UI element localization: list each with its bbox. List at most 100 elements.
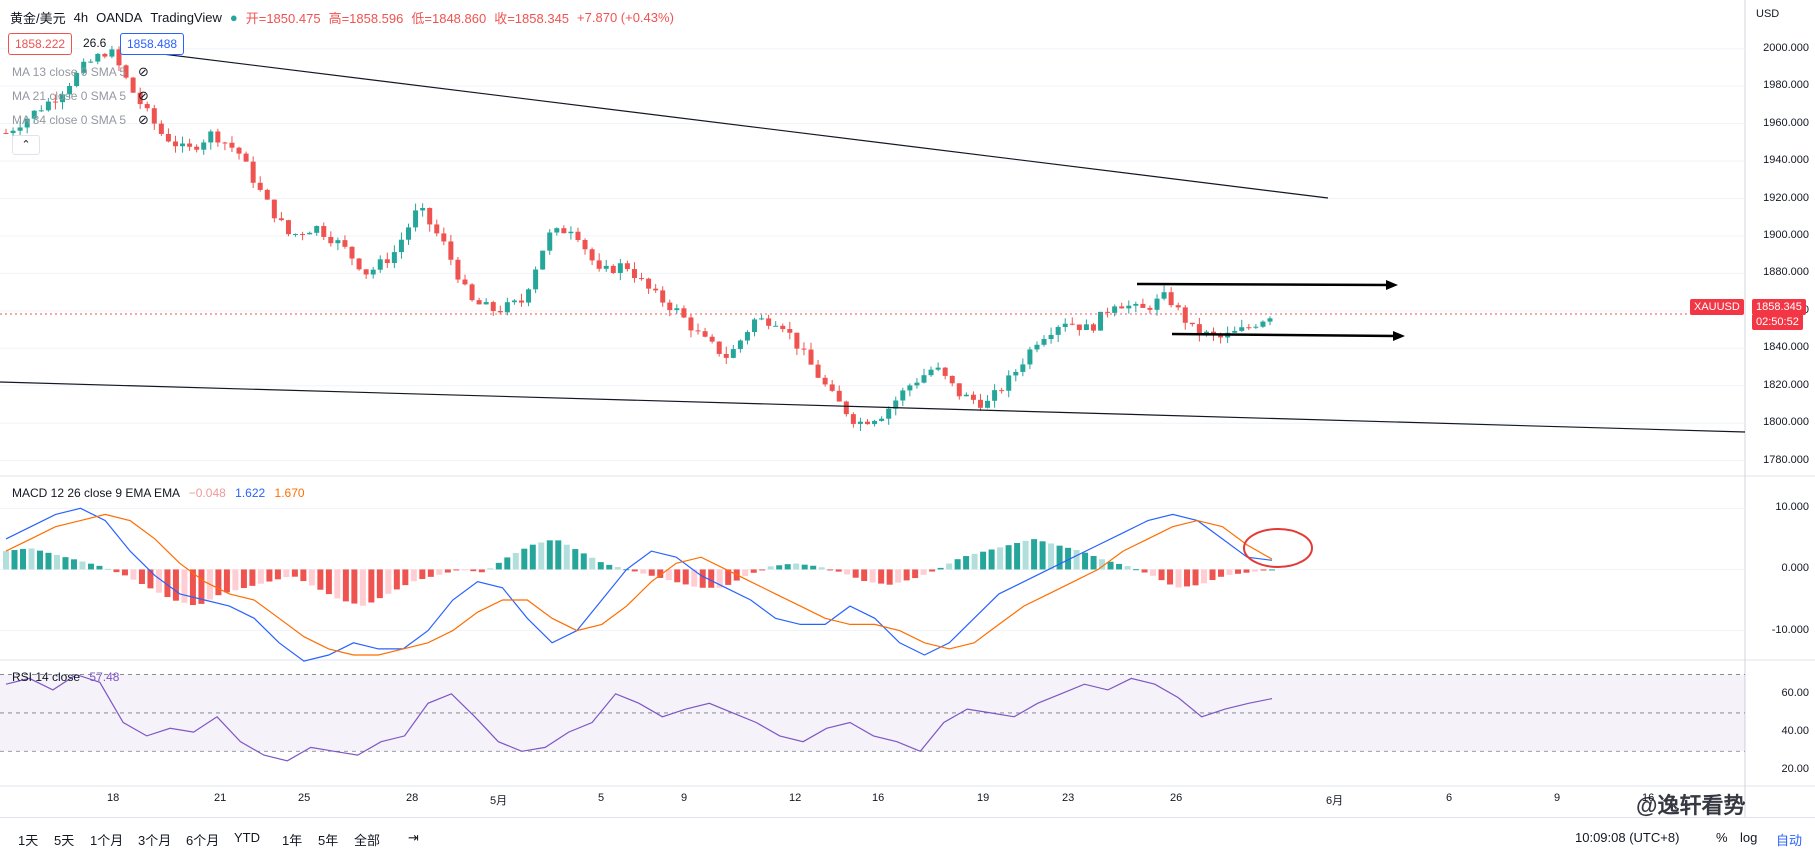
buy-price-button[interactable]: 1858.488	[120, 33, 185, 55]
log-toggle[interactable]: log	[1740, 830, 1758, 845]
candle-body	[787, 329, 793, 333]
candle-body	[893, 400, 899, 409]
candle-body	[610, 265, 616, 273]
macd-histogram-bar	[172, 569, 179, 601]
timeframe-button[interactable]: 3个月	[138, 833, 172, 848]
macd-histogram-bar	[784, 564, 791, 570]
hide-ma34-icon[interactable]: ⊘	[138, 112, 149, 127]
bottom-toolbar: 1天 5天 1个月 3个月 6个月 YTD 1年 5年 全部 ⇥ 10:09:08 (UTC+8…	[0, 817, 1815, 858]
candle-body	[582, 239, 588, 250]
candle-body	[208, 131, 214, 143]
timeframe-button[interactable]: 5天	[54, 833, 75, 848]
candle-body	[81, 61, 87, 73]
timeframe-button[interactable]: 1天	[18, 833, 39, 848]
macd-histogram-bar	[665, 569, 672, 581]
macd-histogram-bar	[385, 569, 392, 594]
symbol-name[interactable]: 黄金/美元	[10, 11, 66, 26]
macd-line	[5, 507, 1273, 662]
macd-legend[interactable]: MACD 12 26 close 9 EMA EMA −0.048 1.622 …	[12, 486, 305, 500]
macd-histogram-bar	[818, 567, 825, 570]
time-axis-label: 16	[872, 792, 885, 804]
macd-histogram-bar	[53, 554, 60, 570]
candle-body	[575, 231, 581, 240]
macd-histogram-bar	[1073, 550, 1080, 570]
timeframe-button[interactable]: 全部	[354, 833, 381, 848]
price-axis-label: 1940.000	[1763, 154, 1809, 167]
percent-toggle[interactable]: %	[1716, 830, 1728, 845]
candle-body	[864, 421, 870, 425]
macd-histogram-bar	[827, 569, 834, 571]
timeframe-button[interactable]: 5年	[318, 833, 339, 848]
macd-histogram-bar	[708, 569, 715, 588]
ma34-label[interactable]: MA 34 close 0 SMA 5	[12, 113, 127, 127]
interval[interactable]: 4h	[73, 10, 89, 25]
candle-body	[406, 227, 412, 240]
candle-body	[935, 367, 941, 370]
watermark: @逸轩看势	[1636, 793, 1746, 818]
macd-histogram-bar	[682, 569, 689, 585]
timeframe-button[interactable]: 1个月	[90, 833, 124, 848]
candle-body	[180, 143, 186, 147]
candle-body	[977, 399, 983, 408]
macd-histogram-bar	[674, 569, 681, 583]
candle-body	[314, 226, 320, 233]
timeframe-button[interactable]: 1年	[282, 833, 303, 848]
candle-body	[568, 231, 574, 234]
hide-ma13-icon[interactable]: ⊘	[138, 64, 149, 79]
resistance-arrow-line	[1136, 282, 1391, 287]
candle-body	[808, 349, 814, 365]
candle-body	[850, 414, 856, 424]
candle-body	[667, 302, 673, 311]
currency-label[interactable]: USD	[1756, 8, 1780, 20]
macd-histogram-bar	[1209, 569, 1216, 581]
candle-body	[497, 311, 503, 313]
macd-histogram-bar	[215, 569, 222, 596]
candle-body	[95, 53, 101, 62]
candle-body	[278, 218, 284, 221]
macd-histogram-bar	[419, 569, 426, 580]
candle-body	[822, 377, 828, 385]
date-range-icon[interactable]: ⇥	[408, 830, 419, 845]
candle-body	[52, 101, 58, 103]
rsi-legend[interactable]: RSI 14 close 57.48	[12, 670, 119, 684]
candle-body	[554, 228, 560, 233]
macd-histogram-bar	[3, 551, 9, 570]
clock-display[interactable]: 10:09:08 (UTC+8)	[1575, 830, 1680, 845]
auto-toggle[interactable]: 自动	[1776, 833, 1803, 848]
candle-body	[653, 288, 659, 291]
candle-body	[1062, 323, 1068, 328]
candle-body	[1182, 307, 1188, 323]
time-axis-label: 16	[1642, 792, 1655, 804]
macd-histogram-bar	[1116, 563, 1123, 570]
candle-body	[914, 382, 920, 386]
candle-body	[843, 401, 849, 415]
macd-histogram-bar	[402, 569, 409, 586]
candle-body	[737, 340, 743, 350]
macd-histogram-bar	[317, 569, 324, 590]
macd-histogram-bar	[342, 569, 349, 602]
collapse-legend-button[interactable]: ⌃	[12, 135, 40, 155]
candle-body	[307, 232, 313, 235]
candle-body	[45, 101, 51, 111]
macd-histogram-bar	[1014, 542, 1021, 570]
macd-histogram-bar	[691, 569, 698, 587]
ma13-label[interactable]: MA 13 close 0 SMA 5	[12, 65, 127, 79]
ma21-label[interactable]: MA 21 close 0 SMA 5	[12, 89, 127, 103]
candle-body	[469, 284, 475, 301]
sell-price-button[interactable]: 1858.222	[8, 33, 73, 55]
macd-axis-label: 10.000	[1775, 501, 1809, 514]
timeframe-button[interactable]: YTD	[234, 830, 260, 845]
candle-body	[963, 394, 969, 397]
macd-histogram-bar	[453, 569, 460, 571]
timeframe-button[interactable]: 6个月	[186, 833, 220, 848]
hide-ma21-icon[interactable]: ⊘	[138, 88, 149, 103]
macd-histogram-bar	[1039, 541, 1046, 570]
macd-histogram-bar	[1031, 539, 1038, 570]
candle-body	[165, 133, 171, 142]
channel-upper-line	[129, 49, 1329, 199]
close-value: 收=1858.345	[494, 11, 570, 26]
candle-body	[702, 331, 708, 337]
macd-histogram-bar	[164, 569, 171, 598]
candle-body	[17, 127, 23, 131]
